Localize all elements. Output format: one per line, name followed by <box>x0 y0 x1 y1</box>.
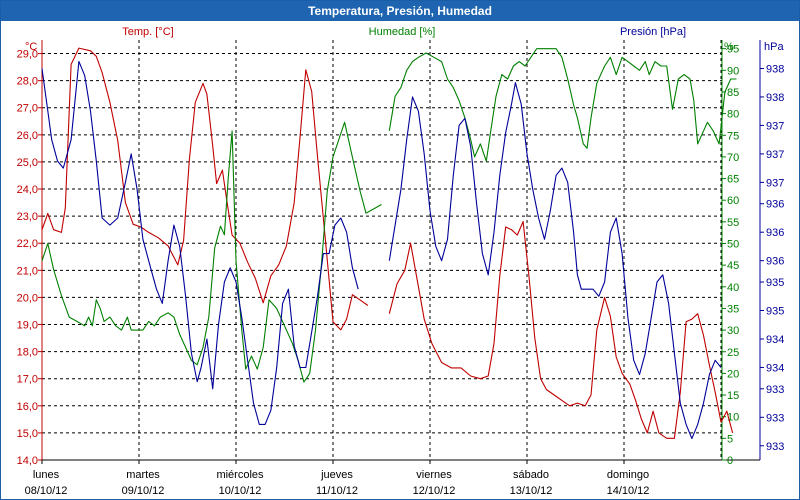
axes <box>38 40 764 464</box>
hum-tick-label: 90 <box>727 65 739 77</box>
pres-tick-label: 936 <box>766 227 784 239</box>
temp-tick-label: 26,0 <box>17 130 38 142</box>
hum-tick-label: 60 <box>727 195 739 207</box>
pres-axis-title: Presión [hPa] <box>620 26 686 38</box>
temp-tick-label: 29,0 <box>17 49 38 61</box>
hum-tick-label: 70 <box>727 152 739 164</box>
temp-tick-label: 24,0 <box>17 184 38 196</box>
hum-series-line <box>41 121 382 383</box>
temp-unit-label: °C <box>25 41 37 53</box>
pres-tick-label: 936 <box>766 199 784 211</box>
day-name-label: viernes <box>416 469 452 481</box>
pres-tick-label: 934 <box>766 334 784 346</box>
temp-tick-label: 27,0 <box>17 103 38 115</box>
temp-tick-label: 21,0 <box>17 265 38 277</box>
temp-series-line <box>41 47 369 331</box>
day-name-label: domingo <box>607 469 649 481</box>
pres-tick-label: 937 <box>766 120 784 132</box>
pres-tick-label: 935 <box>766 306 784 318</box>
pres-tick-label: 933 <box>766 384 784 396</box>
pres-unit-label: hPa <box>764 41 784 53</box>
day-name-label: sábado <box>513 469 549 481</box>
grid <box>42 40 722 461</box>
hum-tick-label: 80 <box>727 109 739 121</box>
day-date-label: 08/10/12 <box>25 485 68 497</box>
hum-tick-label: 50 <box>727 239 739 251</box>
pres-tick-label: 937 <box>766 149 784 161</box>
temp-tick-label: 20,0 <box>17 292 38 304</box>
hum-tick-label: 40 <box>727 282 739 294</box>
temp-tick-label: 16,0 <box>17 401 38 413</box>
pres-tick-label: 935 <box>766 277 784 289</box>
day-date-label: 09/10/12 <box>122 485 165 497</box>
pres-tick-label: 937 <box>766 177 784 189</box>
temp-tick-label: 18,0 <box>17 347 38 359</box>
temp-tick-label: 25,0 <box>17 157 38 169</box>
hum-tick-label: 55 <box>727 217 739 229</box>
day-date-label: 13/10/12 <box>510 485 553 497</box>
temp-series-line <box>388 220 734 439</box>
hum-tick-label: 25 <box>727 347 739 359</box>
hum-tick-label: 0 <box>727 455 733 467</box>
temp-tick-label: 22,0 <box>17 238 38 250</box>
hum-tick-label: 20 <box>727 368 739 380</box>
day-name-label: jueves <box>320 469 353 481</box>
hum-tick-label: 85 <box>727 87 739 99</box>
pres-tick-label: 933 <box>766 441 784 453</box>
temp-axis-title: Temp. [°C] <box>122 26 173 38</box>
temp-tick-label: 28,0 <box>17 76 38 88</box>
hum-tick-label: 30 <box>727 325 739 337</box>
pres-tick-label: 936 <box>766 256 784 268</box>
hum-tick-label: 45 <box>727 260 739 272</box>
temp-tick-label: 15,0 <box>17 428 38 440</box>
series-layer <box>41 47 737 440</box>
hum-series-line <box>388 48 737 162</box>
hum-tick-label: 15 <box>727 390 739 402</box>
day-date-label: 10/10/12 <box>219 485 262 497</box>
pres-tick-label: 934 <box>766 362 784 374</box>
temp-tick-label: 23,0 <box>17 211 38 223</box>
hum-tick-label: 65 <box>727 174 739 186</box>
temp-tick-label: 19,0 <box>17 320 38 332</box>
pres-tick-label: 938 <box>766 92 784 104</box>
day-date-label: 14/10/12 <box>607 485 650 497</box>
day-date-label: 12/10/12 <box>413 485 456 497</box>
hum-tick-label: 10 <box>727 412 739 424</box>
pres-tick-label: 933 <box>766 412 784 424</box>
hum-tick-label: 5 <box>727 433 733 445</box>
day-name-label: miércoles <box>216 469 264 481</box>
hum-unit-label: % <box>724 41 734 53</box>
day-name-label: lunes <box>33 469 60 481</box>
hum-axis-title: Humedad [%] <box>369 26 436 38</box>
pres-series-line <box>41 60 359 425</box>
temp-tick-label: 17,0 <box>17 374 38 386</box>
chart-title: Temperatura, Presión, Humedad <box>1 1 799 21</box>
day-date-label: 11/10/12 <box>316 485 358 497</box>
pres-series-line <box>388 82 722 440</box>
hum-tick-label: 35 <box>727 303 739 315</box>
axis-labels: °C Temp. [°C] Humedad [%] Presión [hPa]% hPa… <box>17 26 785 497</box>
hum-tick-label: 75 <box>727 130 739 142</box>
hum-tick-label: 95 <box>727 44 739 56</box>
pres-tick-label: 938 <box>766 63 784 75</box>
day-name-label: martes <box>126 469 160 481</box>
temp-tick-label: 14,0 <box>17 455 38 467</box>
